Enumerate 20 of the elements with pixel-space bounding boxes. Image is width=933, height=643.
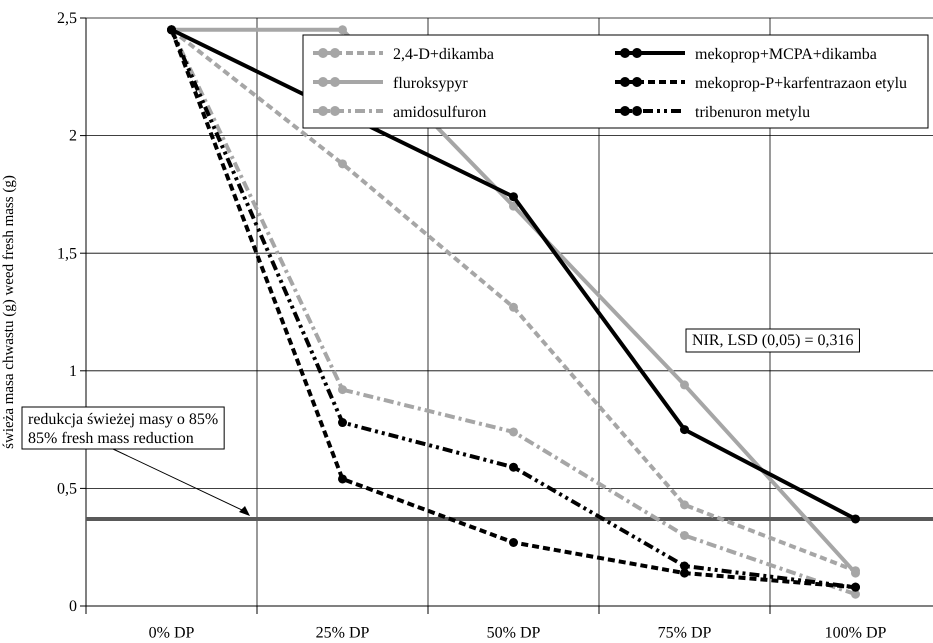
x-tick-label: 25% DP: [316, 624, 370, 642]
y-tick-label: 1: [69, 362, 77, 380]
ref-line-label: redukcja świeżej masy o 85% 85% fresh mass reduction: [28, 411, 218, 447]
legend-label: amidosulfuron: [393, 104, 486, 121]
x-tick-label: 50% DP: [486, 624, 540, 642]
legend-label: 2,4-D+dikamba: [393, 46, 494, 63]
x-tick-label: 100% DP: [824, 624, 886, 642]
legend-label: mekoprop-P+karfentrazaon etylu: [695, 75, 908, 92]
y-tick-label: 0: [69, 598, 77, 616]
y-tick-label: 1,5: [57, 245, 77, 262]
legend-label: tribenuron metylu: [695, 104, 810, 121]
x-tick-label: 0% DP: [148, 624, 194, 642]
x-tick-label: 75% DP: [658, 624, 712, 642]
y-tick-label: 2: [69, 128, 77, 145]
y-axis-title: świeża masa chwastu (g) weed fresh mass (g): [1, 175, 17, 449]
legend-label: mekoprop+MCPA+dikamba: [695, 46, 877, 63]
y-tick-label: 2,5: [57, 10, 77, 28]
legend-label: fluroksypyr: [393, 75, 468, 92]
y-tick-label: 0,5: [57, 480, 77, 498]
annotation: NIR, LSD (0,05) = 0,316: [692, 332, 854, 349]
